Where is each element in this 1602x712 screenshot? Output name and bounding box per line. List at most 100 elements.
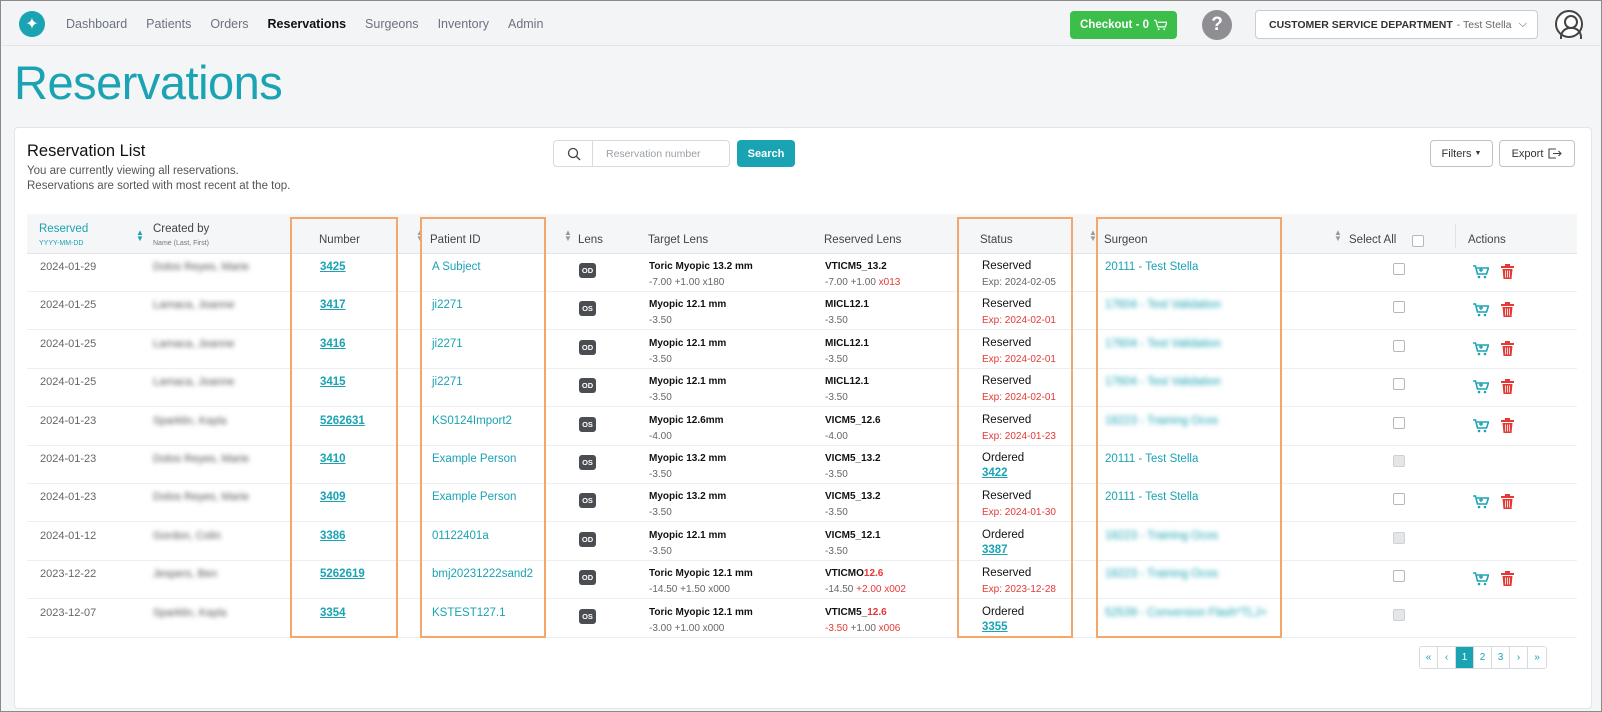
reserved-lens-model: VTICMO12.6	[825, 568, 883, 579]
surgeon-link[interactable]: 17604 - Test Validation	[1105, 337, 1221, 350]
pagination-item[interactable]: «	[1420, 647, 1438, 668]
pagination-item[interactable]: 3	[1492, 647, 1510, 668]
add-to-cart-icon[interactable]	[1473, 341, 1490, 356]
help-icon[interactable]: ?	[1202, 10, 1232, 40]
reservation-number-link[interactable]: 3425	[320, 261, 346, 273]
nav-link-admin[interactable]: Admin	[507, 17, 544, 31]
add-to-cart-icon[interactable]	[1473, 380, 1490, 394]
col-status[interactable]: Status	[980, 214, 1080, 254]
sort-icon[interactable]: ▲ ▼	[1334, 228, 1342, 243]
row-select-checkbox[interactable]	[1393, 493, 1405, 506]
reservation-number-link[interactable]: 3415	[320, 376, 346, 389]
sort-icon[interactable]: ▲ ▼	[1089, 228, 1097, 243]
department-selector[interactable]: CUSTOMER SERVICE DEPARTMENT - Test Stell…	[1255, 10, 1538, 39]
row-select-checkbox[interactable]	[1393, 570, 1405, 583]
surgeon-link[interactable]: 17604 - Test Validation	[1105, 299, 1221, 312]
surgeon-link[interactable]: 18223 - Training Ocos	[1105, 568, 1219, 581]
delete-icon[interactable]	[1501, 494, 1514, 510]
surgeon-link[interactable]: 20111 - Test Stella	[1105, 453, 1199, 465]
pagination-item[interactable]: 2	[1474, 647, 1492, 668]
reservation-number-link[interactable]: 3386	[320, 529, 346, 542]
patient-id-link[interactable]: KS0124Import2	[432, 414, 512, 427]
add-to-cart-icon[interactable]	[1473, 572, 1490, 586]
reservation-number-link[interactable]: 5262619	[320, 568, 365, 581]
surgeon-link[interactable]: 52539 - Conversion Flash*TLJ+	[1105, 606, 1268, 619]
delete-icon[interactable]	[1501, 379, 1514, 395]
row-select-checkbox[interactable]	[1393, 378, 1405, 391]
nav-link-inventory[interactable]: Inventory	[437, 17, 489, 31]
add-to-cart-icon[interactable]	[1473, 495, 1490, 509]
patient-id-link[interactable]: ji2271	[432, 337, 463, 350]
surgeon-link[interactable]: 17604 - Test Validation	[1105, 376, 1221, 389]
patient-id-link[interactable]: A Subject	[432, 261, 481, 273]
filters-button[interactable]: Filters ▼	[1430, 140, 1493, 167]
reservation-number-link[interactable]: 5262631	[320, 414, 365, 427]
nav-link-reservations[interactable]: Reservations	[267, 17, 347, 31]
order-number-link[interactable]: 3355	[982, 620, 1008, 633]
checkout-button[interactable]: Checkout - 0	[1070, 11, 1177, 39]
patient-id-link[interactable]: 01122401a	[432, 529, 489, 542]
pagination-item[interactable]: ‹	[1438, 647, 1456, 668]
pagination-item[interactable]: ›	[1510, 647, 1528, 668]
patient-id-link[interactable]: ji2271	[432, 376, 463, 389]
row-select-checkbox[interactable]	[1393, 263, 1405, 275]
row-select-checkbox[interactable]	[1393, 339, 1405, 352]
surgeon-link[interactable]: 20111 - Test Stella	[1105, 491, 1199, 504]
reservation-number-link[interactable]: 3416	[320, 337, 346, 350]
add-to-cart-icon[interactable]	[1473, 418, 1490, 433]
lens-eye-badge: OD	[579, 378, 596, 394]
reservation-number-link[interactable]: 3417	[320, 299, 346, 312]
delete-icon[interactable]	[1501, 264, 1514, 279]
col-surgeon[interactable]: Surgeon	[1104, 214, 1304, 254]
pagination-item[interactable]: »	[1528, 647, 1546, 668]
surgeon-link[interactable]: 18223 - Training Ocos	[1105, 529, 1219, 542]
target-lens-model: Myopic 13.2 mm	[649, 491, 727, 503]
patient-id-link[interactable]: ji2271	[432, 299, 463, 312]
col-number[interactable]: Number	[319, 214, 419, 254]
delete-icon[interactable]	[1501, 571, 1514, 587]
nav-link-patients[interactable]: Patients	[146, 17, 192, 31]
nav-link-dashboard[interactable]: Dashboard	[66, 17, 128, 31]
reserved-lens-power-value: -14.50	[825, 584, 857, 596]
expiration-date: Exp: 2024-01-23	[982, 430, 1056, 442]
reservation-number-link[interactable]: 3410	[320, 453, 346, 465]
patient-id-link[interactable]: KSTEST127.1	[432, 606, 506, 619]
reserved-lens-model: VICM5_13.2	[825, 491, 881, 502]
delete-icon[interactable]	[1501, 340, 1514, 356]
col-patient-id[interactable]: Patient ID	[430, 214, 550, 254]
select-all-checkbox[interactable]	[1412, 235, 1424, 247]
col-reserved[interactable]: Reserved YYYY-MM-DD ▲ ▼	[39, 214, 144, 254]
sort-icon[interactable]: ▲ ▼	[564, 228, 572, 243]
reserved-date: 2024-01-23	[40, 491, 97, 504]
target-lens-power: -4.00	[649, 430, 672, 442]
nav-link-orders[interactable]: Orders	[210, 17, 249, 31]
delete-icon[interactable]	[1501, 417, 1514, 433]
patient-id-link[interactable]: Example Person	[432, 453, 517, 465]
search-input[interactable]	[592, 140, 730, 167]
export-icon	[1548, 148, 1563, 159]
delete-icon[interactable]	[1501, 302, 1514, 318]
user-avatar-icon[interactable]	[1555, 10, 1583, 39]
sort-icon[interactable]: ▲ ▼	[136, 228, 144, 243]
order-number-link[interactable]: 3387	[982, 543, 1008, 556]
surgeon-link[interactable]: 18223 - Training Ocos	[1105, 414, 1219, 427]
order-number-link[interactable]: 3422	[982, 467, 1008, 479]
add-to-cart-icon[interactable]	[1473, 265, 1490, 279]
lens-eye-badge: OS	[579, 455, 596, 470]
sort-icon[interactable]: ▲ ▼	[416, 228, 424, 243]
patient-id-link[interactable]: bmj20231222sand2	[432, 568, 534, 581]
reservation-number-link[interactable]: 3409	[320, 491, 346, 504]
surgeon-link[interactable]: 20111 - Test Stella	[1105, 261, 1199, 273]
search-button[interactable]: Search	[737, 140, 795, 167]
patient-id-link[interactable]: Example Person	[432, 491, 517, 504]
row-select-checkbox[interactable]	[1393, 301, 1405, 314]
col-created-by: Created by Name (Last, First)	[153, 214, 303, 254]
export-button[interactable]: Export	[1499, 140, 1575, 167]
reserved-lens-power: -3.50	[825, 546, 848, 557]
nav-link-surgeons[interactable]: Surgeons	[365, 17, 419, 31]
row-select-checkbox[interactable]	[1393, 416, 1405, 429]
app-logo-icon[interactable]: ✦	[19, 11, 45, 37]
add-to-cart-icon[interactable]	[1473, 303, 1490, 317]
pagination-item[interactable]: 1	[1456, 647, 1474, 668]
reservation-number-link[interactable]: 3354	[320, 606, 346, 619]
